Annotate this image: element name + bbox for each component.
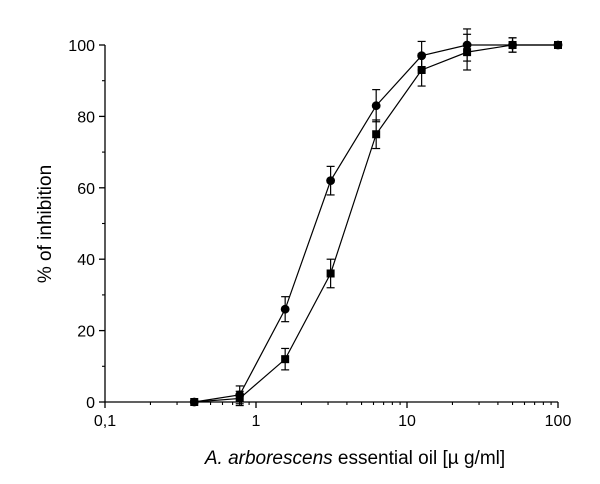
y-tick-label: 20 <box>77 324 95 341</box>
axes: 0 20 40 60 80 100 0,1 1 10 100 <box>68 38 571 430</box>
data-point-square <box>235 394 244 403</box>
data-point-circle <box>371 101 381 111</box>
data-point-square <box>463 48 472 57</box>
x-tick-label: 10 <box>398 413 416 430</box>
data-point-square <box>190 398 199 406</box>
x-axis-label-italic: A. arborescens <box>204 448 333 469</box>
x-tick-label: 1 <box>252 413 261 430</box>
data-point-circle <box>326 176 336 186</box>
x-axis-label-rest: essential oil [µ g/ml] <box>333 448 506 469</box>
data-point-square <box>508 41 517 49</box>
data-point-circle <box>280 304 290 314</box>
data-point-circle <box>417 51 427 61</box>
x-axis-label: A. arborescens essential oil [µ g/ml] <box>204 448 505 469</box>
y-tick-label: 100 <box>68 38 95 55</box>
data-point-circle <box>462 40 472 50</box>
error-bars <box>235 28 517 407</box>
data-point-square <box>281 355 290 364</box>
y-tick-label: 60 <box>77 181 95 198</box>
data-point-square <box>326 269 335 278</box>
y-tick-label: 80 <box>77 109 95 126</box>
data-point-square <box>554 41 562 49</box>
x-tick-label: 0,1 <box>94 413 116 430</box>
data-point-square <box>372 130 381 139</box>
x-tick-label: 100 <box>545 413 572 430</box>
y-tick-label: 40 <box>77 252 95 269</box>
data-markers <box>189 40 563 407</box>
y-tick-label: 0 <box>86 395 95 412</box>
y-axis-label: % of inhibition <box>35 165 56 283</box>
data-point-square <box>417 65 426 74</box>
